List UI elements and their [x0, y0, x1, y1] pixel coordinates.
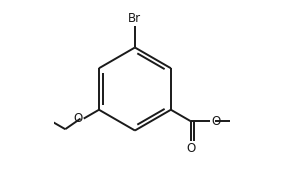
Text: O: O	[211, 115, 220, 128]
Text: Br: Br	[128, 12, 141, 25]
Text: O: O	[186, 142, 195, 155]
Text: O: O	[74, 112, 83, 125]
